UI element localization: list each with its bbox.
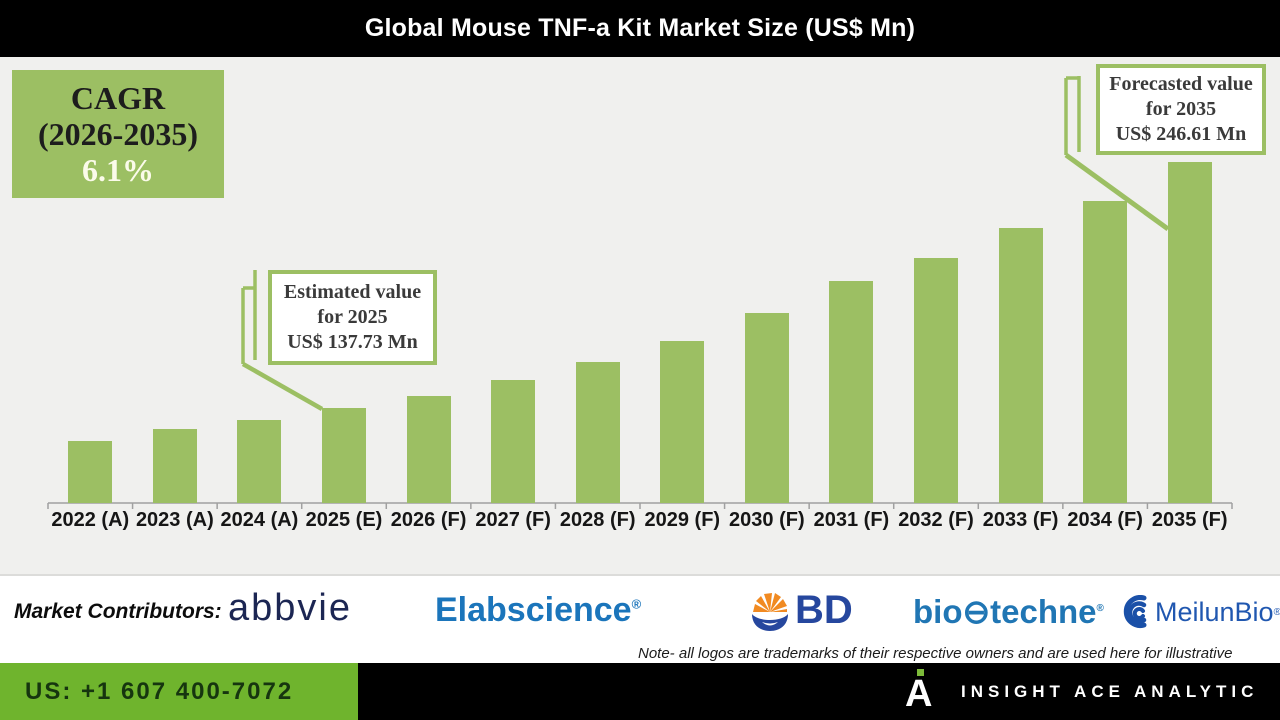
- estimated-callout-value: US$ 137.73 Mn: [287, 331, 418, 353]
- bar-2031-f: [829, 281, 874, 503]
- biotechne-registered-mark: ®: [1096, 603, 1104, 614]
- bar-2026-f: [406, 396, 451, 503]
- insight-ace-logo-icon: A: [905, 668, 935, 715]
- biotechne-wordmark-techne: techne: [990, 593, 1097, 630]
- estimated-callout-line1: Estimated value: [283, 281, 422, 303]
- forecasted-callout-line2: for 2035: [1145, 98, 1217, 120]
- bar-2024-a: [237, 420, 282, 503]
- elabscience-registered-mark: ®: [631, 596, 642, 612]
- x-axis-label-2026-f: 2026 (F): [390, 509, 467, 531]
- phone-number: US: +1 607 400-7072: [25, 677, 294, 705]
- x-axis-label-2034-f: 2034 (F): [1067, 509, 1143, 531]
- elabscience-wordmark: Elabscience: [435, 591, 632, 629]
- x-axis-label-2028-f: 2028 (F): [559, 509, 636, 531]
- biotechne-logo: bio⊖techne®: [913, 592, 1104, 631]
- x-axis-label-2025-e: 2025 (E): [305, 509, 383, 531]
- estimated-callout-line2: for 2025: [317, 306, 388, 328]
- bar-2028-f: [575, 362, 620, 503]
- insight-ace-logo-letter: A: [905, 672, 933, 715]
- contributors-strip: Market Contributors: abbvie Elabscience®: [0, 576, 1280, 700]
- x-axis-label-2030-f: 2030 (F): [729, 509, 805, 531]
- bar-2032-f: [914, 258, 958, 503]
- meilunbio-logo: MeilunBio ®: [1113, 595, 1280, 629]
- brand-lockup: A INSIGHT ACE ANALYTIC: [905, 663, 1258, 720]
- cagr-badge: CAGR (2026-2035) 6.1%: [12, 70, 224, 198]
- x-axis-label-2035-f: 2035 (F): [1151, 509, 1228, 531]
- x-axis-label-2023-a: 2023 (A): [135, 509, 214, 531]
- x-axis-label-2031-f: 2031 (F): [813, 509, 890, 531]
- x-axis-label-2027-f: 2027 (F): [475, 509, 551, 531]
- bar-2035-f: [1167, 162, 1212, 503]
- insight-ace-logo-dot: [917, 668, 924, 676]
- chart-area: 2022 (A) 2023 (A) 2024 (A) 2025 (E) 2026 (F)…: [0, 57, 1280, 576]
- bar-2023-a: [152, 429, 197, 503]
- meilunbio-registered-mark: ®: [1273, 606, 1280, 618]
- footer-bar: US: +1 607 400-7072 A INSIGHT ACE ANALYT…: [0, 663, 1280, 720]
- bd-wordmark: BD: [795, 588, 853, 632]
- meilunbio-wordmark: MeilunBio: [1155, 596, 1274, 627]
- x-axis-label-2022-a: 2022 (A): [51, 509, 130, 531]
- biotechne-circle-dash-icon: ⊖: [962, 593, 991, 630]
- abbvie-logo: abbvie: [228, 587, 352, 630]
- bd-logo: BD: [748, 588, 853, 633]
- forecasted-callout-leader: [1064, 76, 1170, 232]
- biotechne-wordmark-bio: bio: [913, 593, 963, 630]
- axis-ticks: [47, 503, 1233, 509]
- estimated-callout-leader: [241, 270, 324, 411]
- bar-2030-f: [744, 313, 789, 503]
- elabscience-logo: Elabscience®: [435, 591, 641, 630]
- brand-name: INSIGHT ACE ANALYTIC: [961, 681, 1259, 701]
- phone-box: US: +1 607 400-7072: [0, 663, 358, 720]
- cagr-value: 6.1%: [82, 152, 154, 188]
- bar-2029-f: [660, 341, 705, 503]
- x-axis-label-2029-f: 2029 (F): [644, 509, 721, 531]
- market-contributors-label: Market Contributors:: [14, 600, 222, 623]
- forecasted-value-callout: Forecasted value for 2035 US$ 246.61 Mn: [1096, 64, 1266, 155]
- bar-2027-f: [491, 380, 536, 503]
- bar-2033-f: [998, 228, 1043, 503]
- x-axis-label-2033-f: 2033 (F): [982, 509, 1059, 531]
- meilunbio-wave-icon: [1123, 595, 1147, 628]
- abbvie-wordmark: abbvie: [228, 587, 352, 629]
- bar-2025-e: [322, 408, 366, 503]
- title-bar: Global Mouse TNF-a Kit Market Size (US$ …: [0, 0, 1280, 57]
- cagr-label: CAGR: [70, 80, 166, 116]
- cagr-period: (2026-2035): [38, 116, 198, 152]
- forecasted-callout-line1: Forecasted value: [1109, 73, 1253, 95]
- bar-2034-f: [1083, 201, 1128, 503]
- forecasted-callout-value: US$ 246.61 Mn: [1115, 123, 1247, 145]
- x-axis-label-2024-a: 2024 (A): [220, 509, 299, 531]
- chart-decoration-layer: [47, 76, 1233, 509]
- bd-sunburst-icon: [752, 592, 788, 631]
- x-axis-label-2032-f: 2032 (F): [898, 509, 974, 531]
- bar-2022-a: [68, 441, 113, 503]
- estimated-value-callout: Estimated value for 2025 US$ 137.73 Mn: [268, 270, 437, 365]
- page-title: Global Mouse TNF-a Kit Market Size (US$ …: [364, 14, 916, 42]
